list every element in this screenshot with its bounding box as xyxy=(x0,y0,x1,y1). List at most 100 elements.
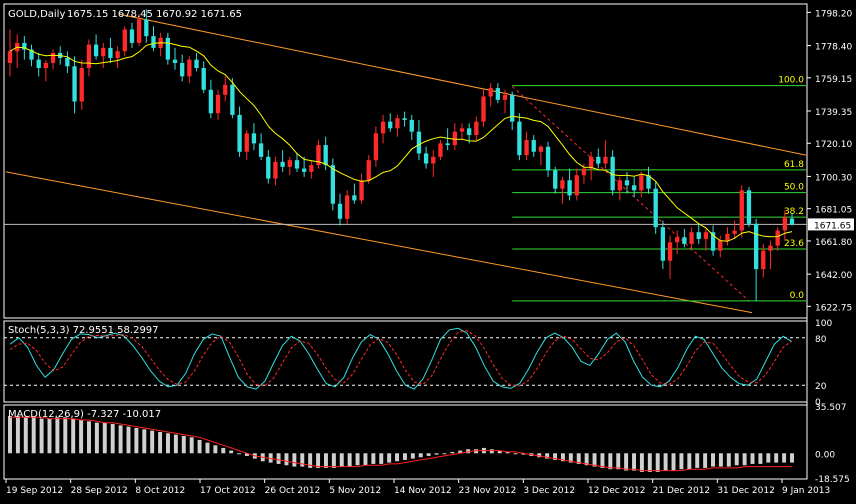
price-axis-label: 1681.05 xyxy=(815,206,852,216)
candle-body xyxy=(467,128,472,136)
macd-histogram-bar xyxy=(679,453,684,470)
macd-histogram-bar xyxy=(323,453,328,468)
macd-histogram-bar xyxy=(387,453,392,463)
candle-body xyxy=(237,114,242,152)
candle-body xyxy=(553,170,558,189)
price-axis-label: 1622.75 xyxy=(815,303,852,313)
candle-body xyxy=(531,140,536,152)
candle-body xyxy=(775,230,780,246)
price-axis-label: 1661.80 xyxy=(815,238,852,248)
candle-body xyxy=(409,119,414,132)
price-axis-label: 1778.40 xyxy=(815,43,852,53)
candle-body xyxy=(660,227,666,261)
time-axis-label: 12 Dec 2012 xyxy=(588,486,646,496)
macd-histogram-bar xyxy=(545,453,550,459)
fib-level-label: 100.0 xyxy=(778,76,804,86)
candle-body xyxy=(753,223,759,270)
macd-histogram-bar xyxy=(489,449,494,454)
macd-histogram-bar xyxy=(600,453,605,468)
candle-body xyxy=(395,118,400,129)
macd-histogram-bar xyxy=(774,453,779,463)
main-price-layer: 100.0 61.8 50.0 38.2 23.6 0.0 xyxy=(4,9,807,314)
candle-body xyxy=(431,156,436,164)
candle-body xyxy=(517,121,522,156)
candle-body xyxy=(7,51,13,63)
candle-body xyxy=(588,156,594,169)
candle-body xyxy=(560,180,565,189)
candle-body xyxy=(230,84,235,115)
candle-body xyxy=(201,68,206,90)
time-axis-label: 14 Nov 2012 xyxy=(394,486,452,496)
macd-histogram-bar xyxy=(616,453,621,470)
candle-body xyxy=(495,88,501,100)
macd-histogram-bar xyxy=(695,453,700,468)
macd-axis-label: -18.575 xyxy=(815,475,850,485)
candle-body xyxy=(761,250,766,270)
macd-histogram-bar xyxy=(426,453,431,456)
time-axis-label: 31 Dec 2012 xyxy=(717,486,775,496)
time-axis-label: 5 Nov 2012 xyxy=(329,486,381,496)
candle-body xyxy=(545,146,551,171)
candle-body xyxy=(258,143,264,157)
candle-body xyxy=(789,218,795,225)
macd-signal-line xyxy=(10,416,792,472)
time-axis-label: 23 Nov 2012 xyxy=(459,486,517,496)
macd-histogram-bar xyxy=(703,453,708,468)
macd-histogram-bar xyxy=(173,434,178,454)
candle-body xyxy=(459,128,465,132)
macd-histogram-bar xyxy=(126,426,131,454)
macd-histogram-bar xyxy=(513,453,518,455)
macd-histogram-bar xyxy=(553,453,558,460)
candle-body xyxy=(445,143,450,146)
macd-histogram-bar xyxy=(102,422,107,454)
macd-histogram-bar xyxy=(331,453,336,468)
time-axis-label: 3 Dec 2012 xyxy=(523,486,575,496)
candle-body xyxy=(682,237,687,244)
current-price-tag-label: 1671.65 xyxy=(814,221,851,231)
candle-body xyxy=(65,57,70,67)
macd-histogram-bar xyxy=(300,453,305,467)
macd-histogram-bar xyxy=(150,430,155,454)
macd-histogram-bar xyxy=(158,431,163,454)
macd-histogram-bar xyxy=(284,453,289,466)
macd-histogram-bar xyxy=(308,453,313,468)
candle-body xyxy=(194,59,199,68)
macd-histogram-bar xyxy=(647,453,652,472)
candle-body xyxy=(129,29,135,43)
price-axis-label: 1759.15 xyxy=(815,75,852,85)
macd-layer xyxy=(8,415,794,472)
macd-histogram-bar xyxy=(229,450,234,454)
candle-body xyxy=(502,94,508,100)
candle-body xyxy=(373,133,379,161)
macd-histogram-bar xyxy=(142,429,147,454)
time-axis-label: 26 Oct 2012 xyxy=(265,486,321,496)
macd-histogram-bar xyxy=(782,453,787,463)
macd-axis-label: 0.00 xyxy=(815,450,835,460)
macd-histogram-bar xyxy=(363,453,368,466)
candle-body xyxy=(172,59,178,63)
candle-body xyxy=(481,96,486,122)
candle-body xyxy=(703,232,709,239)
macd-histogram-bar xyxy=(450,451,455,454)
candle-body xyxy=(151,36,156,48)
candle-body xyxy=(675,237,680,243)
candle-body xyxy=(101,47,106,57)
macd-histogram-bar xyxy=(790,453,794,463)
candle-body xyxy=(538,146,544,152)
macd-histogram-bar xyxy=(292,453,297,467)
macd-histogram-bar xyxy=(63,417,68,454)
macd-histogram-bar xyxy=(39,418,44,454)
fib-level-label: 23.6 xyxy=(784,239,804,249)
macd-histogram-bar xyxy=(213,445,218,454)
time-axis-label: 19 Sep 2012 xyxy=(6,486,63,496)
candle-body xyxy=(180,62,185,77)
macd-histogram-bar xyxy=(624,453,629,471)
macd-histogram-bar xyxy=(734,453,739,466)
macd-axis-label: 35.507 xyxy=(815,403,847,413)
candle-body xyxy=(273,161,278,179)
candle-body xyxy=(93,44,99,57)
candle-body xyxy=(165,37,170,60)
price-axis-label: 1720.10 xyxy=(815,140,852,150)
candle-body xyxy=(739,190,744,231)
candle-body xyxy=(294,160,300,169)
